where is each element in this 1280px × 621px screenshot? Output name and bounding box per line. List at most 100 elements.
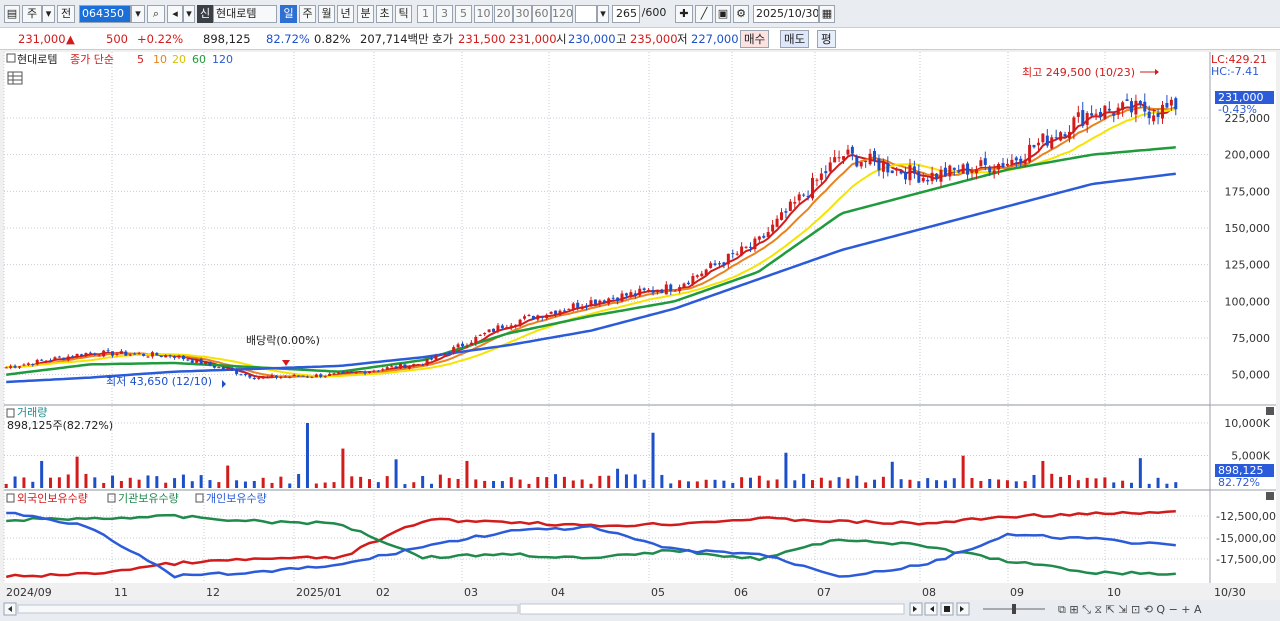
candle-body [173, 356, 177, 358]
chevron-down-icon[interactable]: ▾ [131, 5, 145, 23]
candle-body [1023, 159, 1027, 164]
candle-body [567, 308, 571, 310]
volume-bar [979, 480, 983, 488]
volume-bar [447, 478, 451, 488]
chevron-down-icon[interactable]: ▾ [42, 5, 55, 23]
volume-bar [252, 481, 256, 488]
prev-button[interactable]: 전 [57, 5, 75, 23]
calendar-icon[interactable]: ▦ [819, 5, 835, 23]
close-panel-icon[interactable] [1266, 407, 1274, 415]
legend-ma120: 120 [212, 53, 233, 66]
tab-year[interactable]: 년 [337, 5, 354, 23]
minute-1-button[interactable]: 1 [417, 5, 434, 23]
hc-value: HC:-7.41 [1211, 65, 1259, 78]
scroll-track[interactable] [17, 604, 519, 614]
tab-week[interactable]: 주 [299, 5, 316, 23]
candle-body [1050, 137, 1054, 149]
candle-body [1165, 102, 1169, 108]
volume-bar [288, 483, 292, 488]
date-input[interactable]: 2025/10/30 [753, 5, 819, 23]
speaker-icon[interactable]: ◂ [167, 5, 183, 23]
holding-line-2 [6, 511, 1176, 579]
count-input[interactable]: 265 [612, 5, 640, 23]
candle-body [815, 179, 819, 181]
volume-bar [119, 480, 123, 488]
candle-body [997, 164, 1001, 170]
candle-body [57, 356, 61, 358]
last-change-tag: -0.43% [1218, 103, 1257, 116]
buy-button[interactable]: 매수 [740, 30, 770, 48]
minute-60-button[interactable]: 60 [532, 5, 551, 23]
candle-body [757, 236, 761, 240]
search-icon[interactable]: ⌕ [147, 5, 165, 23]
tab-day[interactable]: 일 [280, 5, 297, 23]
candle-body [159, 355, 163, 357]
eval-button[interactable]: 평 [817, 30, 836, 48]
tab-month[interactable]: 월 [318, 5, 335, 23]
candle-body [1147, 111, 1151, 119]
minute-120-button[interactable]: 120 [551, 5, 573, 23]
candle-body [598, 300, 602, 304]
holdings-tick-label: -17,500,00 [1216, 553, 1276, 566]
open-label: 시 [556, 32, 567, 46]
candle-body [1041, 133, 1045, 143]
candle-body [1134, 100, 1138, 115]
tab-tick[interactable]: 틱 [395, 5, 412, 23]
toolbar-icons[interactable]: ⧉ ⊞ ⤡ ⧖ ⇱ ⇲ ⊡ ⟲ Q − + A [1058, 603, 1202, 616]
legend-institution: 기관보유수량 [118, 492, 179, 505]
scroll-thumb[interactable] [519, 603, 905, 615]
stock-name[interactable]: 현대로템 [213, 5, 277, 23]
zoom-slider-handle[interactable] [1012, 604, 1016, 614]
candle-body [1085, 113, 1089, 125]
minute-3-button[interactable]: 3 [436, 5, 453, 23]
candle-body [22, 364, 26, 366]
crosshair-icon[interactable]: ✚ [675, 5, 693, 23]
tab-second[interactable]: 초 [376, 5, 393, 23]
sell-button[interactable]: 매도 [780, 30, 810, 48]
custom-period-input[interactable] [575, 5, 597, 23]
candle-body [204, 362, 208, 364]
candle-body [753, 238, 757, 250]
candle-body [1063, 134, 1067, 137]
candle-body [926, 179, 930, 182]
candle-body [279, 377, 283, 379]
draw-line-icon[interactable]: ╱ [695, 5, 713, 23]
candle-body [633, 293, 637, 296]
candle-body [399, 363, 403, 369]
volume-bar [607, 475, 611, 488]
close-panel-icon[interactable] [1266, 492, 1274, 500]
chart-settings-icon[interactable]: ▤ [4, 5, 20, 23]
new-badge: 신 [197, 5, 213, 23]
candle-body [106, 350, 110, 352]
table-icon[interactable] [7, 71, 23, 85]
market-type-select[interactable]: 주 [22, 5, 42, 23]
playback-controls[interactable] [909, 602, 970, 616]
volume-bar [430, 483, 434, 488]
legend-foreign: 외국인보유수량 [17, 492, 88, 505]
volume-bar [943, 480, 947, 488]
chevron-down-icon[interactable]: ▾ [597, 5, 609, 23]
candle-body [430, 358, 434, 360]
minute-5-button[interactable]: 5 [455, 5, 472, 23]
candle-body [647, 289, 651, 292]
volume-bar [1121, 480, 1125, 488]
candle-body [181, 355, 185, 360]
candle-body [208, 361, 212, 366]
candle-body [345, 372, 349, 374]
gear-icon[interactable]: ⚙ [733, 5, 749, 23]
minute-10-button[interactable]: 10 [474, 5, 493, 23]
candle-body [806, 195, 810, 197]
volume-bar [31, 481, 35, 488]
volume-bar [686, 481, 690, 488]
volume-bar [359, 476, 363, 488]
candle-body [850, 146, 854, 154]
candle-body [1098, 111, 1102, 116]
chevron-down-icon[interactable]: ▾ [183, 5, 195, 23]
volume-bar [1147, 483, 1151, 488]
minute-30-button[interactable]: 30 [513, 5, 532, 23]
minute-20-button[interactable]: 20 [494, 5, 513, 23]
tab-minute[interactable]: 분 [357, 5, 374, 23]
save-icon[interactable]: ▣ [715, 5, 731, 23]
stock-code-input[interactable]: 064350 [79, 5, 131, 23]
candle-body [899, 170, 903, 174]
